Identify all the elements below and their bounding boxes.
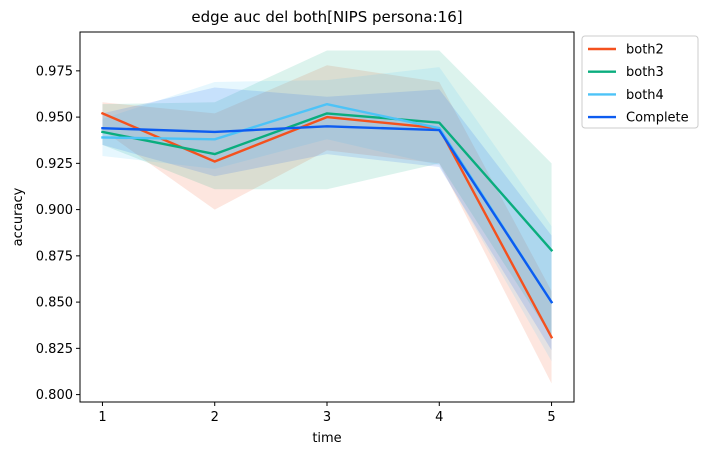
y-tick-label: 0.900 — [36, 203, 73, 218]
y-tick-label: 0.850 — [36, 296, 73, 311]
x-axis-label: time — [312, 431, 341, 446]
x-tick-label: 3 — [323, 410, 331, 425]
chart-title: edge auc del both[NIPS persona:16] — [191, 8, 462, 26]
x-axis-ticks: 1 2 3 4 5 — [98, 402, 556, 425]
x-tick-label: 5 — [547, 410, 555, 425]
x-tick-label: 1 — [98, 410, 106, 425]
y-axis-ticks: 0.800 0.825 0.850 0.875 0.900 0.925 0.950 0.975 — [36, 64, 80, 403]
x-tick-label: 4 — [435, 410, 443, 425]
line-series-3 — [101, 125, 554, 304]
legend-label: both4 — [626, 88, 664, 103]
legend-label: both3 — [626, 65, 664, 80]
y-tick-label: 0.950 — [36, 111, 73, 126]
band-series-2 — [102, 67, 552, 362]
legend-box — [581, 35, 699, 129]
line-series-0 — [100, 111, 554, 339]
line-series-1 — [101, 112, 554, 252]
legend-label: both2 — [626, 43, 664, 58]
x-tick-label: 2 — [211, 410, 219, 425]
legend-label: Complete — [626, 111, 689, 126]
y-tick-label: 0.825 — [36, 342, 73, 357]
y-tick-label: 0.875 — [36, 249, 73, 264]
y-tick-label: 0.975 — [36, 64, 73, 79]
legend: both2 both3 both4 Complete — [581, 35, 699, 129]
y-tick-label: 0.925 — [36, 157, 73, 172]
band-series-0 — [102, 65, 552, 384]
y-tick-label: 0.800 — [36, 388, 73, 403]
series-lines — [100, 102, 554, 339]
y-axis-label: accuracy — [11, 187, 26, 246]
